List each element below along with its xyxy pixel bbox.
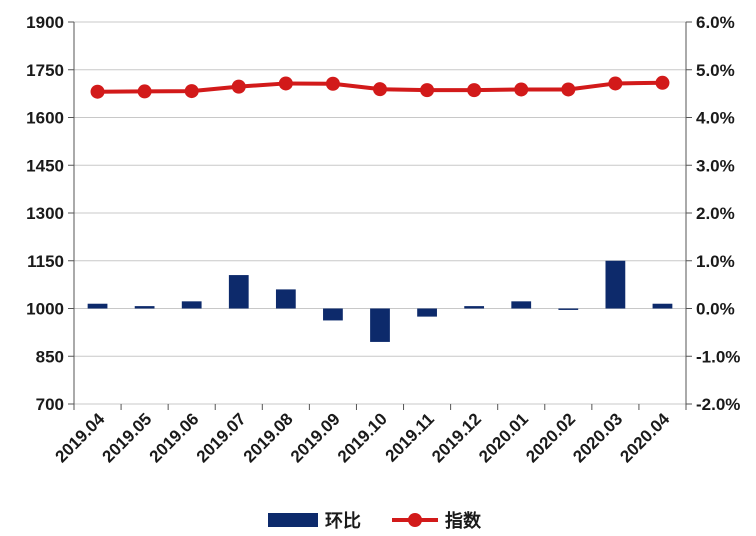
left-tick-label: 1300 xyxy=(26,204,64,223)
x-tick-label: 2019.10 xyxy=(334,409,391,466)
legend: 环比 指数 xyxy=(268,510,482,532)
x-tick-label: 2019.04 xyxy=(51,409,108,466)
x-tick-label: 2019.11 xyxy=(382,409,438,465)
x-tick-label: 2019.12 xyxy=(428,409,485,466)
line-point xyxy=(278,76,293,91)
right-tick-label: 3.0% xyxy=(696,156,735,175)
x-tick-label: 2019.08 xyxy=(240,409,297,466)
legend-label-line: 指数 xyxy=(445,510,482,532)
left-tick-label: 1150 xyxy=(27,252,64,271)
bar xyxy=(87,303,108,309)
line-point xyxy=(655,75,670,90)
bar xyxy=(370,308,390,342)
x-axis-ticks: 2019.042019.052019.062019.072019.082019.… xyxy=(51,409,673,466)
right-tick-label: 0.0% xyxy=(696,300,735,319)
bar xyxy=(134,306,155,309)
line-point xyxy=(420,83,435,98)
line-point xyxy=(231,79,246,94)
x-tick-label: 2020.01 xyxy=(475,409,532,466)
left-tick-label: 1900 xyxy=(26,13,64,32)
line-series xyxy=(90,75,670,99)
right-tick-label: 6.0% xyxy=(696,13,735,32)
left-tick-label: 1450 xyxy=(26,156,64,175)
bar xyxy=(181,301,202,309)
bar xyxy=(652,303,673,309)
legend-label-bar: 环比 xyxy=(325,511,361,532)
left-tick-label: 1750 xyxy=(26,61,64,80)
bar xyxy=(558,308,579,310)
legend-swatch-marker xyxy=(408,513,422,527)
legend-swatch-bar xyxy=(268,513,318,527)
axes xyxy=(68,21,692,410)
line-point xyxy=(514,82,529,97)
right-axis-ticks: -2.0% -1.0% 0.0% 1.0% 2.0% 3.0% 4.0% 5.0% 6.0% xyxy=(696,13,740,414)
right-tick-label: 5.0% xyxy=(696,61,735,80)
bar xyxy=(323,308,343,321)
right-tick-label: 4.0% xyxy=(696,109,735,128)
right-tick-label: 2.0% xyxy=(696,204,735,223)
x-tick-label: 2019.06 xyxy=(146,409,203,466)
bar xyxy=(605,260,626,309)
x-tick-label: 2019.07 xyxy=(193,409,250,466)
left-tick-label: 1600 xyxy=(26,109,64,128)
bar xyxy=(275,289,296,309)
line-point xyxy=(561,82,576,97)
line-point xyxy=(325,76,340,91)
left-tick-label: 700 xyxy=(36,395,64,414)
left-tick-label: 850 xyxy=(36,347,64,366)
left-tick-label: 1000 xyxy=(26,300,64,319)
line-point xyxy=(467,83,482,98)
bar xyxy=(464,306,485,309)
line-point xyxy=(373,82,387,97)
bar-series xyxy=(87,260,673,342)
x-tick-label: 2019.09 xyxy=(287,409,344,466)
right-tick-label: -2.0% xyxy=(696,395,740,414)
left-axis-ticks: 700 850 1000 1150 1300 1450 1600 1750 1900 xyxy=(26,13,64,414)
x-tick-label: 2020.03 xyxy=(569,409,626,466)
bar xyxy=(511,301,532,309)
line-point xyxy=(608,76,623,91)
line-point xyxy=(90,84,105,99)
line-point xyxy=(184,84,199,99)
x-tick-label: 2020.02 xyxy=(522,409,579,466)
bar xyxy=(228,275,249,309)
x-tick-label: 2019.05 xyxy=(99,409,156,466)
line-point xyxy=(137,84,152,99)
gridlines xyxy=(74,21,686,405)
x-tick-label: 2020.04 xyxy=(616,409,673,466)
bar xyxy=(417,308,437,317)
right-tick-label: -1.0% xyxy=(696,347,740,366)
right-tick-label: 1.0% xyxy=(696,252,735,271)
